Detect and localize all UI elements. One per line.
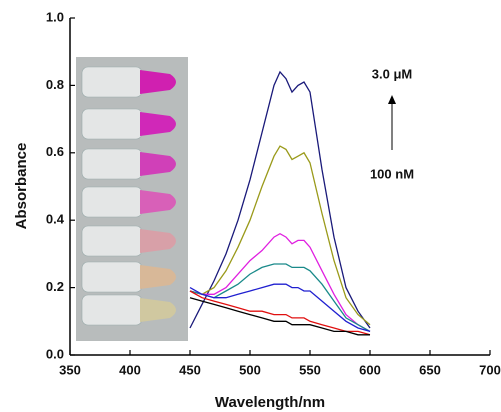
x-tick-label: 650	[419, 362, 441, 377]
spectrum-line	[189, 283, 371, 333]
y-tick-label: 0.6	[46, 144, 64, 159]
y-tick-label: 1.0	[46, 9, 64, 24]
spectrum-line	[189, 263, 371, 332]
y-tick-label: 0.0	[46, 346, 64, 361]
spectrum-line	[189, 145, 371, 326]
y-axis-label: Absorbance	[13, 143, 30, 230]
y-tick-label: 0.8	[46, 77, 64, 92]
annotation: 100 nM	[370, 166, 414, 181]
y-tick-label: 0.4	[46, 212, 65, 227]
annotation: 3.0 μM	[372, 66, 412, 81]
x-tick-label: 350	[59, 362, 81, 377]
x-tick-label: 500	[239, 362, 261, 377]
x-tick-label: 600	[359, 362, 381, 377]
inset-photo	[76, 57, 188, 341]
y-tick-label: 0.2	[46, 279, 64, 294]
x-tick-label: 550	[299, 362, 321, 377]
arrow	[388, 95, 396, 150]
x-tick-label: 450	[179, 362, 201, 377]
spectrum-line	[189, 290, 371, 336]
spectrum-line	[189, 297, 370, 336]
spectrum-line	[189, 70, 371, 329]
x-tick-label: 400	[119, 362, 141, 377]
spectrum-line	[189, 232, 371, 332]
x-axis-label: Wavelength/nm	[215, 394, 325, 411]
x-tick-label: 700	[479, 362, 501, 377]
